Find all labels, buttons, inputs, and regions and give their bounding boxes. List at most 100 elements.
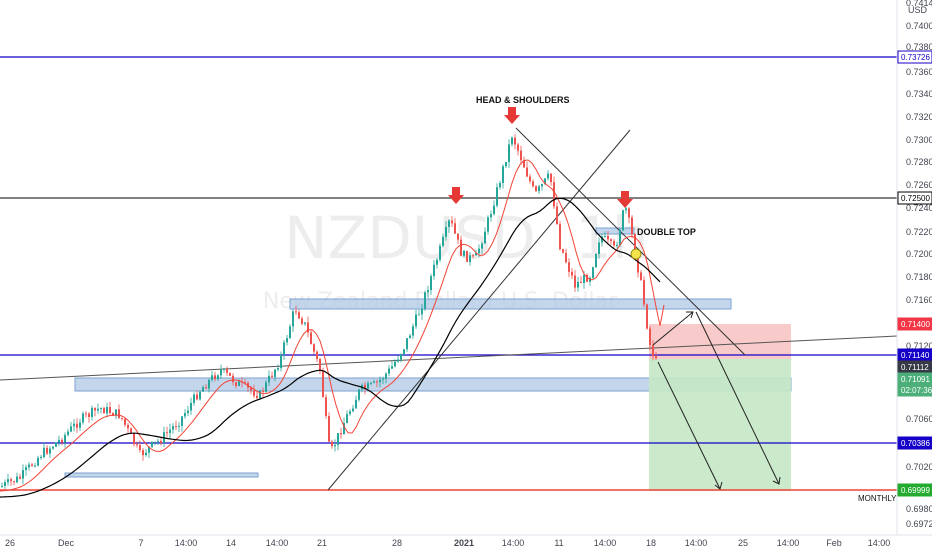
candle-body (487, 217, 489, 232)
candle-body (259, 390, 261, 398)
candle-body (115, 409, 117, 416)
candle-body (337, 433, 339, 446)
candle-body (238, 381, 240, 387)
candle-body (427, 290, 429, 293)
uptrend-line (327, 129, 631, 491)
candle-body (484, 231, 486, 244)
candle-body (181, 416, 183, 426)
candle-body (634, 234, 636, 255)
candle-body (199, 391, 201, 400)
candle-body (508, 144, 510, 162)
candle-body (445, 227, 447, 237)
candle-body (346, 414, 348, 424)
candle-body (64, 434, 66, 443)
candle-body (202, 387, 204, 392)
time-axis-label: Feb (826, 538, 842, 548)
candle-body (100, 408, 102, 410)
candle-body (343, 423, 345, 435)
candle-body (229, 372, 231, 376)
candle-body (76, 423, 78, 428)
candle-body (382, 378, 384, 380)
candle-body (145, 452, 147, 456)
candle-body (235, 382, 237, 387)
candle-body (190, 402, 192, 411)
candle-body (148, 446, 150, 453)
candle-body (376, 381, 378, 383)
double-top-label: DOUBLE TOP (637, 227, 696, 237)
price-tag-text: 0.72500 (901, 194, 930, 203)
double-top-zone (595, 227, 635, 235)
candle-body (559, 224, 561, 250)
candle-body (67, 431, 69, 435)
time-axis-label: 28 (392, 538, 402, 548)
take-profit-zone (649, 359, 791, 491)
downtrend-line (515, 127, 746, 356)
price-tags: 0.73726 0.72500 0.71400 0.71140 0.71112 0.710… (897, 50, 932, 497)
candle-body (370, 382, 372, 384)
time-axis[interactable]: 26 Dec 7 14:00 14 14:00 21 28 2021 14:00 11 14:00 18… (5, 538, 890, 548)
candle-body (70, 426, 72, 432)
candle-body (505, 161, 507, 167)
candle-body (193, 394, 195, 403)
candle-body (142, 450, 144, 456)
candle-body (562, 249, 564, 253)
candle-body (250, 387, 252, 391)
price-tag-text: 0.70386 (901, 439, 930, 448)
candle-body (16, 476, 18, 483)
candle-body (502, 166, 504, 183)
candle-body (433, 264, 435, 277)
currency-label: USD (908, 5, 928, 15)
candle-body (82, 413, 84, 423)
right-shoulder-arrow-icon (617, 191, 633, 208)
candle-body (565, 252, 567, 263)
arrow-head-up (686, 311, 694, 319)
candle-body (136, 444, 138, 446)
projection-arrow-up (652, 311, 694, 346)
candle-body (319, 359, 321, 371)
candle-body (139, 445, 141, 451)
fast-moving-average (0, 159, 665, 492)
candle-body (304, 322, 306, 324)
candle-body (10, 479, 12, 482)
candle-body (442, 236, 444, 246)
candle-body (214, 375, 216, 380)
time-axis-label: 14:00 (777, 538, 800, 548)
candle-body (73, 423, 75, 427)
arrow-head-down-1 (714, 481, 723, 490)
time-axis-label: 14:00 (868, 538, 891, 548)
candle-body (604, 235, 606, 237)
candle-body (517, 144, 519, 151)
time-axis-label: 14 (226, 538, 236, 548)
candle-body (169, 429, 171, 433)
projection-arrow-down-1 (657, 361, 721, 490)
price-tag (897, 50, 932, 64)
candle-body (40, 456, 42, 458)
candle-body (364, 384, 366, 389)
candle-body (610, 239, 612, 242)
candle-body (547, 173, 549, 179)
candle-body (97, 408, 99, 411)
candle-body (394, 361, 396, 367)
candle-body (31, 464, 33, 466)
candle-body (655, 356, 657, 359)
candle-body (94, 407, 96, 411)
candle-body (439, 245, 441, 260)
candle-body (91, 407, 93, 417)
candle-body (643, 280, 645, 305)
time-axis-label: 11 (554, 538, 563, 548)
candle-body (217, 375, 219, 380)
candle-body (220, 369, 222, 376)
candle-body (397, 359, 399, 362)
candle-body (106, 406, 108, 414)
candle-body (274, 369, 276, 377)
candle-body (325, 397, 327, 417)
candle-body (277, 368, 279, 370)
time-axis-label: 18 (646, 538, 656, 548)
